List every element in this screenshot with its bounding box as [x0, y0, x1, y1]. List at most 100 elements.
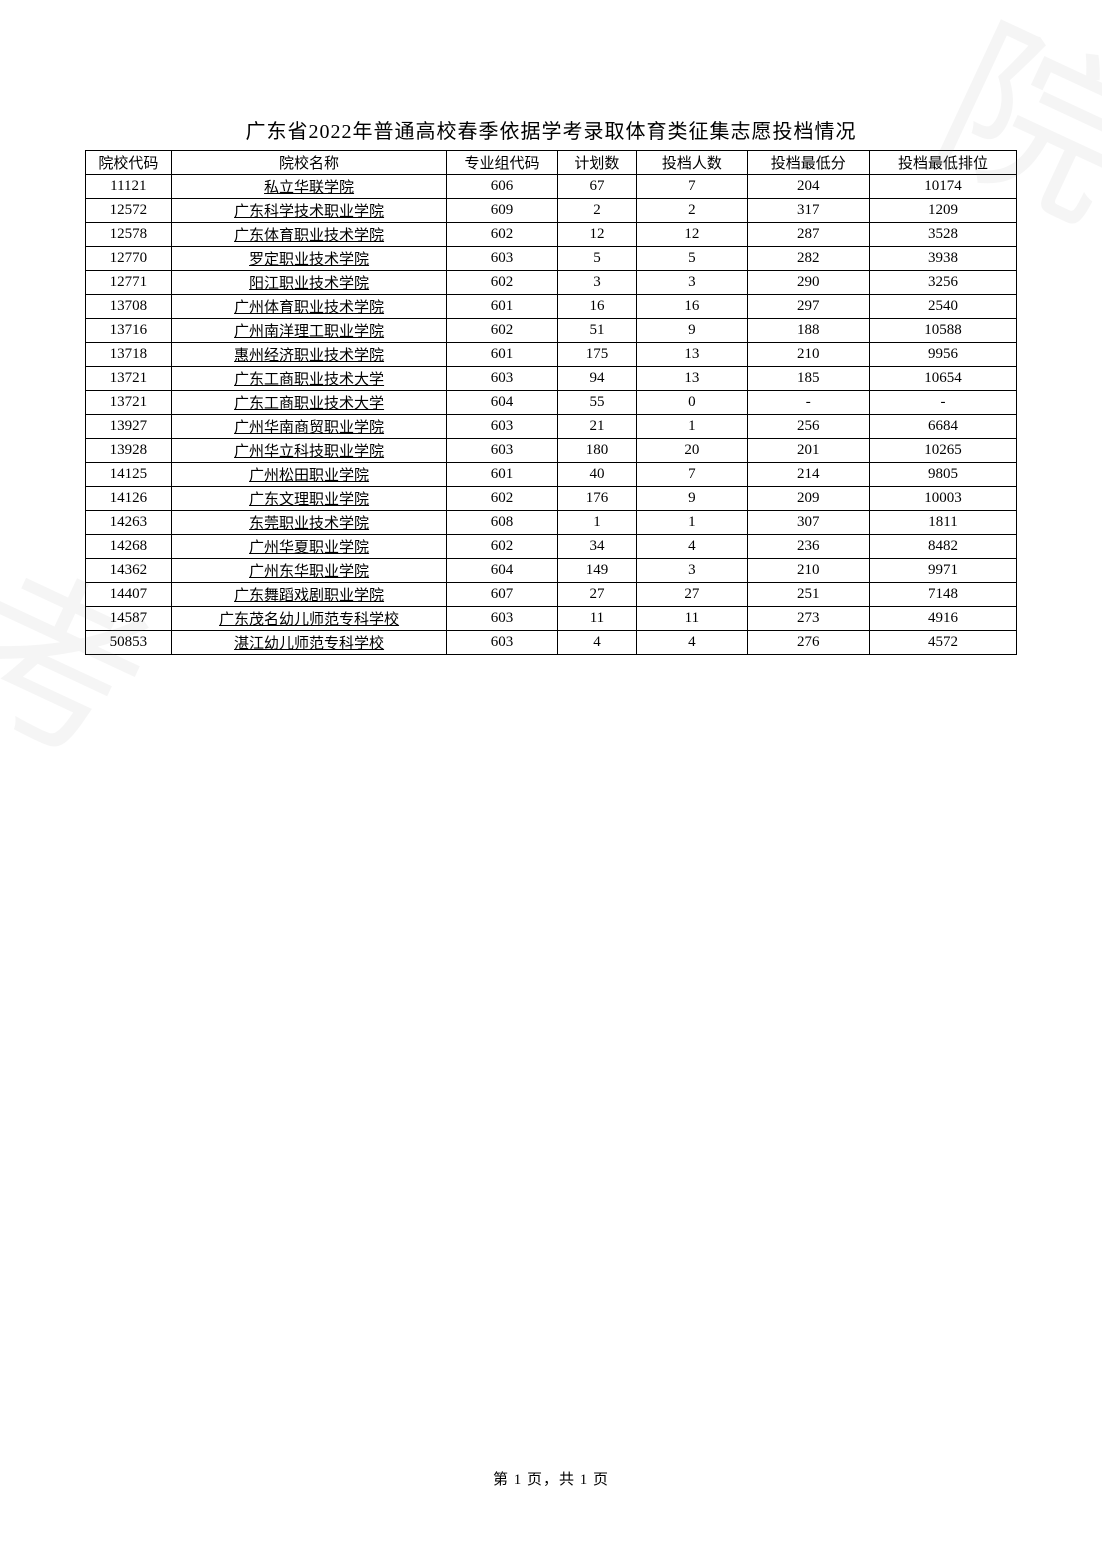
header-admit: 投档人数 — [637, 151, 747, 175]
cell-admit: 13 — [637, 367, 747, 391]
header-name: 院校名称 — [171, 151, 447, 175]
cell-rank: 10654 — [870, 367, 1017, 391]
cell-score: 209 — [747, 487, 870, 511]
cell-plan: 149 — [557, 559, 637, 583]
cell-rank: 3938 — [870, 247, 1017, 271]
cell-admit: 4 — [637, 631, 747, 655]
cell-name: 惠州经济职业技术学院 — [171, 343, 447, 367]
cell-score: 210 — [747, 343, 870, 367]
cell-name: 广州东华职业学院 — [171, 559, 447, 583]
cell-score: 317 — [747, 199, 870, 223]
cell-code: 14268 — [86, 535, 172, 559]
table-row: 14362广州东华职业学院60414932109971 — [86, 559, 1017, 583]
cell-group: 604 — [447, 391, 557, 415]
cell-plan: 94 — [557, 367, 637, 391]
cell-plan: 3 — [557, 271, 637, 295]
cell-score: 282 — [747, 247, 870, 271]
cell-code: 14125 — [86, 463, 172, 487]
cell-plan: 16 — [557, 295, 637, 319]
table-row: 50853湛江幼儿师范专科学校603442764572 — [86, 631, 1017, 655]
cell-group: 602 — [447, 535, 557, 559]
cell-code: 50853 — [86, 631, 172, 655]
cell-admit: 27 — [637, 583, 747, 607]
cell-admit: 1 — [637, 511, 747, 535]
cell-name: 广东茂名幼儿师范专科学校 — [171, 607, 447, 631]
cell-group: 601 — [447, 295, 557, 319]
cell-plan: 4 — [557, 631, 637, 655]
cell-plan: 5 — [557, 247, 637, 271]
cell-plan: 34 — [557, 535, 637, 559]
cell-admit: 16 — [637, 295, 747, 319]
cell-admit: 9 — [637, 487, 747, 511]
table-row: 13718惠州经济职业技术学院601175132109956 — [86, 343, 1017, 367]
cell-name: 广东科学技术职业学院 — [171, 199, 447, 223]
cell-group: 609 — [447, 199, 557, 223]
cell-rank: 10265 — [870, 439, 1017, 463]
cell-admit: 7 — [637, 175, 747, 199]
cell-rank: 4916 — [870, 607, 1017, 631]
cell-code: 11121 — [86, 175, 172, 199]
cell-admit: 1 — [637, 415, 747, 439]
cell-group: 601 — [447, 463, 557, 487]
cell-group: 604 — [447, 559, 557, 583]
cell-group: 603 — [447, 631, 557, 655]
cell-group: 608 — [447, 511, 557, 535]
cell-admit: 12 — [637, 223, 747, 247]
cell-rank: 1209 — [870, 199, 1017, 223]
table-row: 12578广东体育职业技术学院60212122873528 — [86, 223, 1017, 247]
cell-name: 广东体育职业技术学院 — [171, 223, 447, 247]
cell-code: 14587 — [86, 607, 172, 631]
cell-score: 290 — [747, 271, 870, 295]
cell-score: 273 — [747, 607, 870, 631]
cell-score: 204 — [747, 175, 870, 199]
cell-name: 广东文理职业学院 — [171, 487, 447, 511]
table-header-row: 院校代码 院校名称 专业组代码 计划数 投档人数 投档最低分 投档最低排位 — [86, 151, 1017, 175]
table-row: 13708广州体育职业技术学院60116162972540 — [86, 295, 1017, 319]
cell-admit: 2 — [637, 199, 747, 223]
cell-group: 602 — [447, 319, 557, 343]
cell-code: 13708 — [86, 295, 172, 319]
header-score: 投档最低分 — [747, 151, 870, 175]
cell-rank: 2540 — [870, 295, 1017, 319]
cell-admit: 9 — [637, 319, 747, 343]
table-row: 13721广东工商职业技术大学603941318510654 — [86, 367, 1017, 391]
table-row: 13721广东工商职业技术大学604550-- — [86, 391, 1017, 415]
cell-plan: 176 — [557, 487, 637, 511]
cell-rank: 6684 — [870, 415, 1017, 439]
cell-name: 广州华夏职业学院 — [171, 535, 447, 559]
table-body: 11121私立华联学院6066772041017412572广东科学技术职业学院… — [86, 175, 1017, 655]
page-title: 广东省2022年普通高校春季依据学考录取体育类征集志愿投档情况 — [85, 115, 1017, 144]
cell-plan: 21 — [557, 415, 637, 439]
cell-plan: 180 — [557, 439, 637, 463]
cell-plan: 1 — [557, 511, 637, 535]
cell-name: 私立华联学院 — [171, 175, 447, 199]
cell-rank: 3256 — [870, 271, 1017, 295]
cell-group: 602 — [447, 271, 557, 295]
cell-plan: 12 — [557, 223, 637, 247]
cell-plan: 55 — [557, 391, 637, 415]
cell-score: 201 — [747, 439, 870, 463]
header-rank: 投档最低排位 — [870, 151, 1017, 175]
cell-name: 东莞职业技术学院 — [171, 511, 447, 535]
cell-group: 603 — [447, 367, 557, 391]
cell-score: 251 — [747, 583, 870, 607]
cell-code: 14263 — [86, 511, 172, 535]
cell-group: 603 — [447, 439, 557, 463]
cell-code: 13927 — [86, 415, 172, 439]
cell-group: 603 — [447, 607, 557, 631]
cell-code: 12578 — [86, 223, 172, 247]
cell-code: 12572 — [86, 199, 172, 223]
table-row: 14125广州松田职业学院6014072149805 — [86, 463, 1017, 487]
cell-name: 广东工商职业技术大学 — [171, 391, 447, 415]
cell-plan: 175 — [557, 343, 637, 367]
cell-score: 276 — [747, 631, 870, 655]
cell-rank: 9956 — [870, 343, 1017, 367]
cell-admit: 13 — [637, 343, 747, 367]
cell-admit: 3 — [637, 559, 747, 583]
cell-code: 12770 — [86, 247, 172, 271]
cell-group: 606 — [447, 175, 557, 199]
cell-score: 210 — [747, 559, 870, 583]
header-code: 院校代码 — [86, 151, 172, 175]
cell-name: 罗定职业技术学院 — [171, 247, 447, 271]
table-row: 13716广州南洋理工职业学院60251918810588 — [86, 319, 1017, 343]
